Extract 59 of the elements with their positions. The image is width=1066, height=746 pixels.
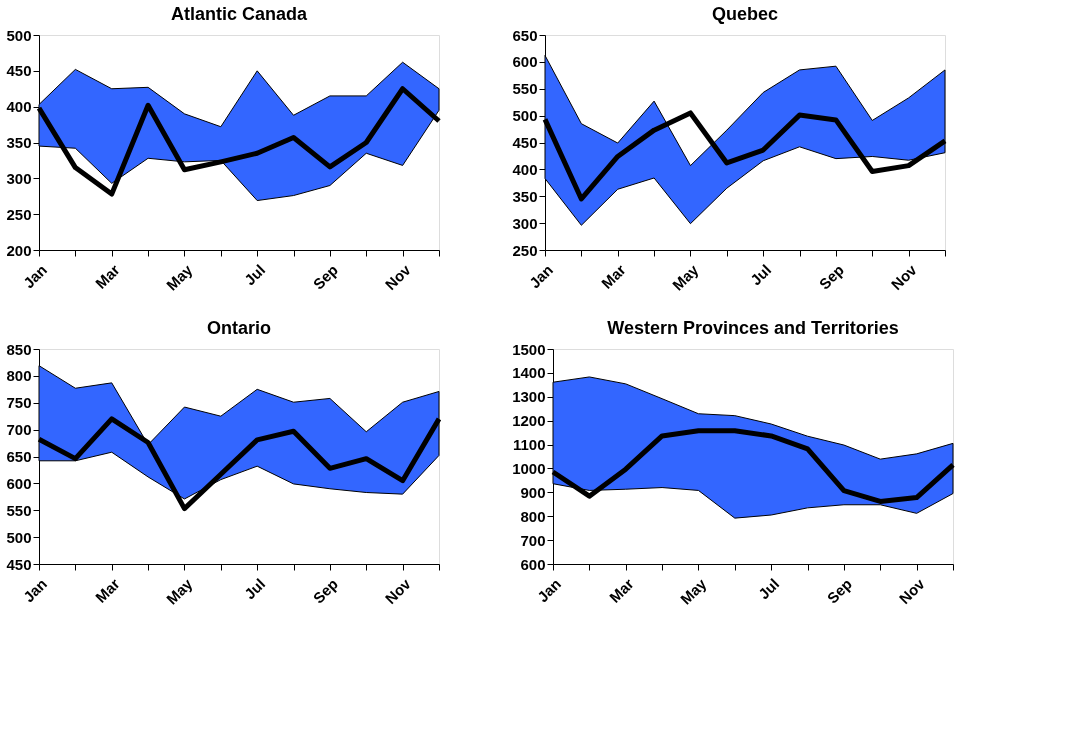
y-tick-label: 350 xyxy=(512,187,538,205)
y-tick-label: 1500 xyxy=(512,340,546,358)
y-tick-label: 550 xyxy=(6,501,32,519)
y-tick-label: 500 xyxy=(6,528,32,546)
x-tick-label: Jan xyxy=(19,261,51,292)
x-tick-label: Mar xyxy=(91,260,123,292)
x-tick-label: Sep xyxy=(309,575,342,607)
y-tick-label: 750 xyxy=(6,394,32,412)
x-tick-label: Nov xyxy=(381,574,415,608)
x-tick-label: Jul xyxy=(754,575,783,603)
y-tick-label: 700 xyxy=(520,531,546,549)
chart-title: Western Provinces and Territories xyxy=(607,318,899,338)
chart-title: Quebec xyxy=(711,4,779,24)
x-tick-label: Mar xyxy=(597,260,629,292)
x-tick-label: Nov xyxy=(895,574,929,608)
y-tick-label: 700 xyxy=(6,421,32,439)
x-tick-label: Mar xyxy=(605,574,637,606)
y-tick-label: 1300 xyxy=(512,388,546,406)
y-tick-label: 450 xyxy=(6,62,32,80)
x-tick-label: Jan xyxy=(533,575,565,606)
y-tick-label: 250 xyxy=(6,205,32,223)
y-tick-label: 800 xyxy=(520,507,546,525)
y-tick-label: 650 xyxy=(6,448,32,465)
y-tick-label: 600 xyxy=(520,555,546,573)
y-tick-label: 250 xyxy=(512,241,538,259)
y-tick-label: 550 xyxy=(512,80,538,98)
chart-title: Atlantic Canada xyxy=(170,4,308,24)
y-tick-label: 1200 xyxy=(512,412,546,430)
y-tick-label: 400 xyxy=(512,160,538,178)
y-tick-label: 450 xyxy=(6,555,32,573)
y-tick-label: 500 xyxy=(512,107,538,125)
chart-title: Ontario xyxy=(206,318,272,338)
x-tick-label: Jan xyxy=(525,261,557,292)
y-tick-label: 1100 xyxy=(512,436,546,454)
x-tick-label: Sep xyxy=(823,575,856,607)
y-tick-label: 200 xyxy=(6,241,32,259)
x-tick-label: Sep xyxy=(815,261,848,293)
x-tick-label: Jan xyxy=(19,575,51,606)
y-tick-label: 300 xyxy=(6,169,32,187)
x-tick-label: Sep xyxy=(309,261,342,293)
y-tick-label: 1400 xyxy=(512,364,546,382)
y-tick-label: 600 xyxy=(6,474,32,492)
x-tick-label: Jul xyxy=(240,261,269,289)
y-tick-label: 600 xyxy=(512,53,538,71)
x-tick-label: Jul xyxy=(746,261,775,289)
y-tick-label: 500 xyxy=(6,26,32,44)
y-tick-label: 800 xyxy=(6,367,32,385)
y-tick-label: 400 xyxy=(6,98,32,116)
x-tick-label: Jul xyxy=(240,575,269,603)
y-tick-label: 1000 xyxy=(512,459,546,477)
y-tick-label: 850 xyxy=(6,340,32,358)
y-tick-label: 300 xyxy=(512,214,538,232)
x-tick-label: Nov xyxy=(381,260,415,294)
y-tick-label: 450 xyxy=(512,134,538,151)
y-tick-label: 350 xyxy=(6,134,32,151)
y-tick-label: 650 xyxy=(512,26,538,44)
x-tick-label: Nov xyxy=(887,260,921,294)
y-tick-label: 900 xyxy=(520,483,546,501)
x-tick-label: Mar xyxy=(91,574,123,606)
